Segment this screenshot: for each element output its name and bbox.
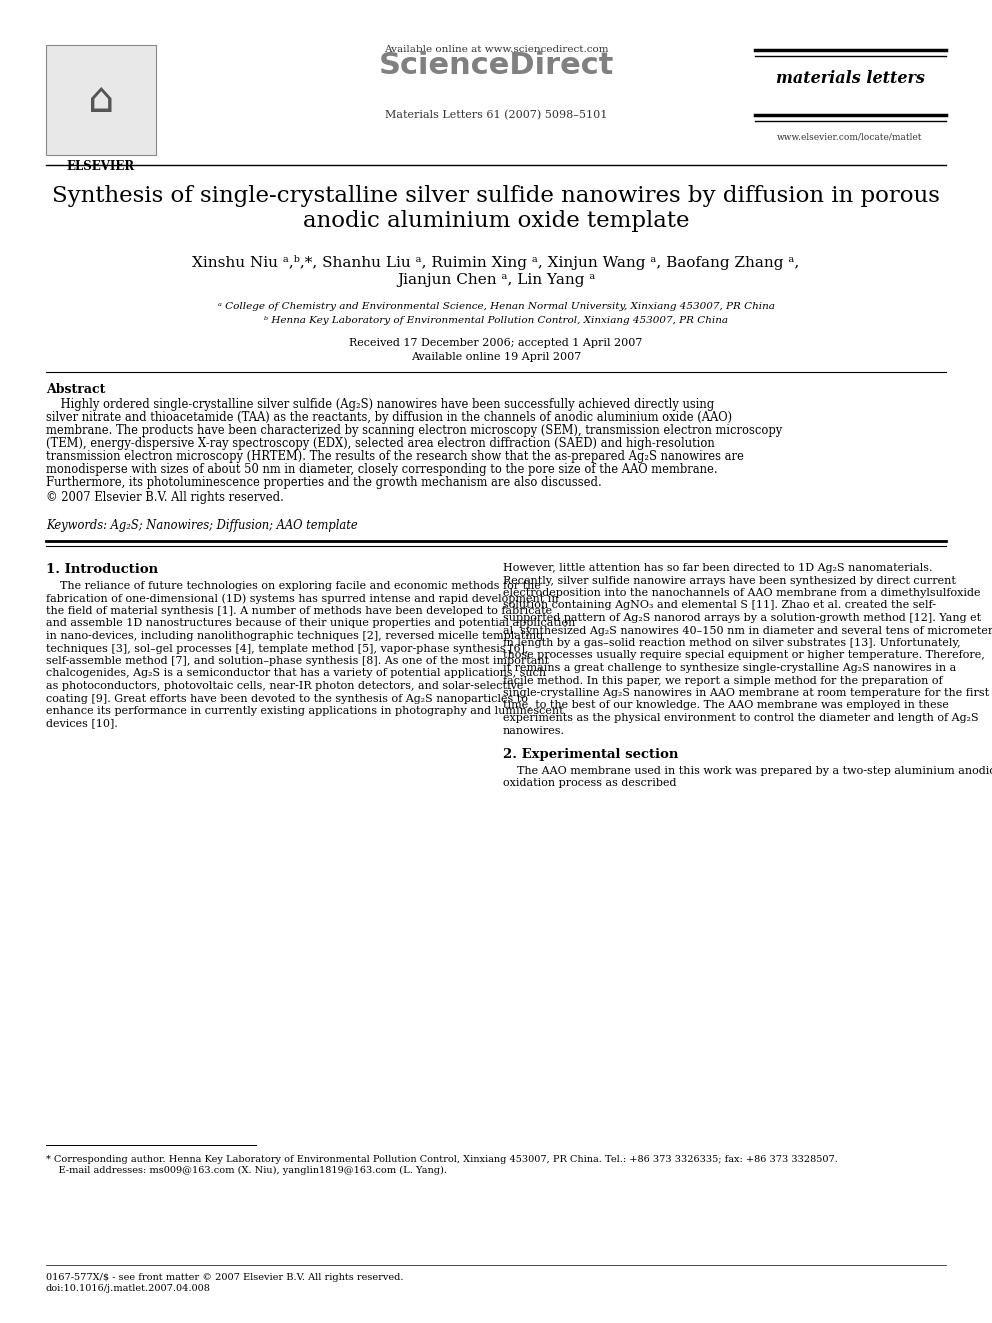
Text: those processes usually require special equipment or higher temperature. Therefo: those processes usually require special … (503, 651, 985, 660)
Text: Furthermore, its photoluminescence properties and the growth mechanism are also : Furthermore, its photoluminescence prope… (46, 476, 602, 490)
Text: Available online at www.sciencedirect.com: Available online at www.sciencedirect.co… (384, 45, 608, 54)
Text: silver nitrate and thioacetamide (TAA) as the reactants, by diffusion in the cha: silver nitrate and thioacetamide (TAA) a… (46, 411, 732, 423)
Text: solution containing AgNO₃ and elemental S [11]. Zhao et al. created the self-: solution containing AgNO₃ and elemental … (503, 601, 936, 610)
Text: membrane. The products have been characterized by scanning electron microscopy (: membrane. The products have been charact… (46, 423, 783, 437)
Text: facile method. In this paper, we report a simple method for the preparation of: facile method. In this paper, we report … (503, 676, 942, 685)
Text: Received 17 December 2006; accepted 1 April 2007: Received 17 December 2006; accepted 1 Ap… (349, 337, 643, 348)
Text: Highly ordered single-crystalline silver sulfide (Ag₂S) nanowires have been succ: Highly ordered single-crystalline silver… (46, 398, 714, 411)
Text: single-crystalline Ag₂S nanowires in AAO membrane at room temperature for the fi: single-crystalline Ag₂S nanowires in AAO… (503, 688, 989, 699)
Text: the field of material synthesis [1]. A number of methods have been developed to : the field of material synthesis [1]. A n… (46, 606, 553, 617)
Text: Synthesis of single-crystalline silver sulfide nanowires by diffusion in porous: Synthesis of single-crystalline silver s… (52, 185, 940, 206)
Text: transmission electron microscopy (HRTEM). The results of the research show that : transmission electron microscopy (HRTEM)… (46, 450, 744, 463)
Text: and assemble 1D nanostructures because of their unique properties and potential : and assemble 1D nanostructures because o… (46, 618, 575, 628)
Text: al. synthesized Ag₂S nanowires 40–150 nm in diameter and several tens of microme: al. synthesized Ag₂S nanowires 40–150 nm… (503, 626, 992, 635)
Text: Available online 19 April 2007: Available online 19 April 2007 (411, 352, 581, 363)
Text: Keywords: Ag₂S; Nanowires; Diffusion; AAO template: Keywords: Ag₂S; Nanowires; Diffusion; AA… (46, 519, 358, 532)
Text: enhance its performance in currently existing applications in photography and lu: enhance its performance in currently exi… (46, 706, 563, 716)
Text: techniques [3], sol–gel processes [4], template method [5], vapor-phase synthesi: techniques [3], sol–gel processes [4], t… (46, 643, 529, 654)
Text: The AAO membrane used in this work was prepared by a two-step aluminium anodic: The AAO membrane used in this work was p… (503, 766, 992, 777)
Text: electrodeposition into the nanochannels of AAO membrane from a dimethylsulfoxide: electrodeposition into the nanochannels … (503, 587, 980, 598)
Text: oxidation process as described: oxidation process as described (503, 778, 677, 789)
Text: Recently, silver sulfide nanowire arrays have been synthesized by direct current: Recently, silver sulfide nanowire arrays… (503, 576, 956, 586)
Text: devices [10].: devices [10]. (46, 718, 118, 729)
Text: (TEM), energy-dispersive X-ray spectroscopy (EDX), selected area electron diffra: (TEM), energy-dispersive X-ray spectrosc… (46, 437, 715, 450)
Text: ELSEVIER: ELSEVIER (66, 160, 135, 173)
Text: supported pattern of Ag₂S nanorod arrays by a solution-growth method [12]. Yang : supported pattern of Ag₂S nanorod arrays… (503, 613, 981, 623)
Text: doi:10.1016/j.matlet.2007.04.008: doi:10.1016/j.matlet.2007.04.008 (46, 1285, 211, 1293)
Text: The reliance of future technologies on exploring facile and economic methods for: The reliance of future technologies on e… (46, 581, 541, 591)
Text: Abstract: Abstract (46, 382, 105, 396)
Text: However, little attention has so far been directed to 1D Ag₂S nanomaterials.: However, little attention has so far bee… (503, 564, 932, 573)
Text: 0167-577X/$ - see front matter © 2007 Elsevier B.V. All rights reserved.: 0167-577X/$ - see front matter © 2007 El… (46, 1273, 404, 1282)
Text: nanowires.: nanowires. (503, 725, 565, 736)
Text: Xinshu Niu ᵃ,ᵇ,*, Shanhu Liu ᵃ, Ruimin Xing ᵃ, Xinjun Wang ᵃ, Baofang Zhang ᵃ,: Xinshu Niu ᵃ,ᵇ,*, Shanhu Liu ᵃ, Ruimin X… (192, 255, 800, 270)
Text: coating [9]. Great efforts have been devoted to the synthesis of Ag₂S nanopartic: coating [9]. Great efforts have been dev… (46, 693, 528, 704)
Text: experiments as the physical environment to control the diameter and length of Ag: experiments as the physical environment … (503, 713, 979, 722)
Text: in nano-devices, including nanolithographic techniques [2], reversed micelle tem: in nano-devices, including nanolithograp… (46, 631, 544, 642)
Text: self-assemble method [7], and solution–phase synthesis [8]. As one of the most i: self-assemble method [7], and solution–p… (46, 656, 550, 665)
Text: in length by a gas–solid reaction method on silver substrates [13]. Unfortunatel: in length by a gas–solid reaction method… (503, 638, 960, 648)
Text: as photoconductors, photovoltaic cells, near-IR photon detectors, and solar-sele: as photoconductors, photovoltaic cells, … (46, 681, 524, 691)
Text: © 2007 Elsevier B.V. All rights reserved.: © 2007 Elsevier B.V. All rights reserved… (46, 491, 284, 504)
Text: www.elsevier.com/locate/matlet: www.elsevier.com/locate/matlet (778, 132, 923, 142)
Bar (46, 45, 156, 155)
Text: ᵃ College of Chemistry and Environmental Science, Henan Normal University, Xinxi: ᵃ College of Chemistry and Environmental… (217, 302, 775, 311)
Text: time, to the best of our knowledge. The AAO membrane was employed in these: time, to the best of our knowledge. The … (503, 700, 949, 710)
Text: anodic aluminium oxide template: anodic aluminium oxide template (303, 210, 689, 232)
Text: it remains a great challenge to synthesize single-crystalline Ag₂S nanowires in : it remains a great challenge to synthesi… (503, 663, 956, 673)
Text: ScienceDirect: ScienceDirect (378, 50, 614, 79)
Text: ⌂: ⌂ (88, 79, 114, 120)
Text: monodisperse with sizes of about 50 nm in diameter, closely corresponding to the: monodisperse with sizes of about 50 nm i… (46, 463, 717, 476)
Text: ᵇ Henna Key Laboratory of Environmental Pollution Control, Xinxiang 453007, PR C: ᵇ Henna Key Laboratory of Environmental … (264, 316, 728, 325)
Text: 1. Introduction: 1. Introduction (46, 564, 158, 576)
Text: fabrication of one-dimensional (1D) systems has spurred intense and rapid develo: fabrication of one-dimensional (1D) syst… (46, 594, 558, 605)
Text: * Corresponding author. Henna Key Laboratory of Environmental Pollution Control,: * Corresponding author. Henna Key Labora… (46, 1155, 838, 1164)
Text: 2. Experimental section: 2. Experimental section (503, 747, 679, 761)
Text: E-mail addresses: ms009@163.com (X. Niu), yanglin1819@163.com (L. Yang).: E-mail addresses: ms009@163.com (X. Niu)… (46, 1166, 447, 1175)
Text: Jianjun Chen ᵃ, Lin Yang ᵃ: Jianjun Chen ᵃ, Lin Yang ᵃ (397, 273, 595, 287)
Text: materials letters: materials letters (776, 70, 925, 87)
Text: Materials Letters 61 (2007) 5098–5101: Materials Letters 61 (2007) 5098–5101 (385, 110, 607, 120)
Text: chalcogenides, Ag₂S is a semiconductor that has a variety of potential applicati: chalcogenides, Ag₂S is a semiconductor t… (46, 668, 547, 679)
